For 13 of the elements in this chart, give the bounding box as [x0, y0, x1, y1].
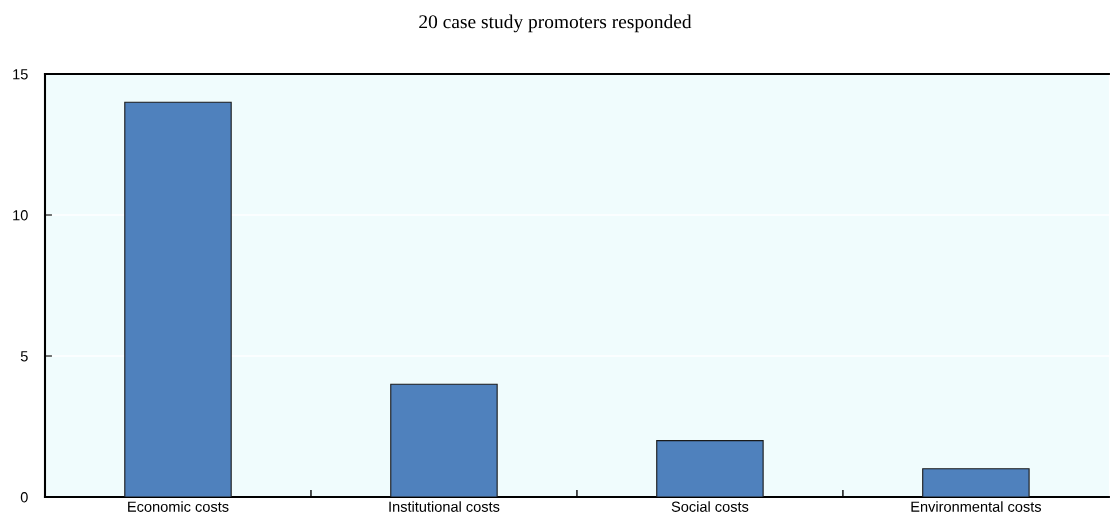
x-tick-label: Economic costs [128, 501, 229, 512]
x-tick-label: Institutional costs [389, 501, 500, 512]
y-tick-label: 5 [20, 351, 28, 362]
chart-title: 20 case study promoters responded [419, 14, 692, 33]
bar [390, 383, 498, 497]
y-tick-label: 10 [13, 210, 28, 221]
bar [922, 468, 1030, 497]
x-tick-label: Social costs [671, 501, 749, 512]
y-tick-label: 15 [13, 69, 28, 80]
y-tick-label: 0 [20, 492, 28, 503]
bar [124, 101, 232, 497]
x-tick-label: Environmental costs [911, 501, 1042, 512]
bar [656, 440, 764, 497]
